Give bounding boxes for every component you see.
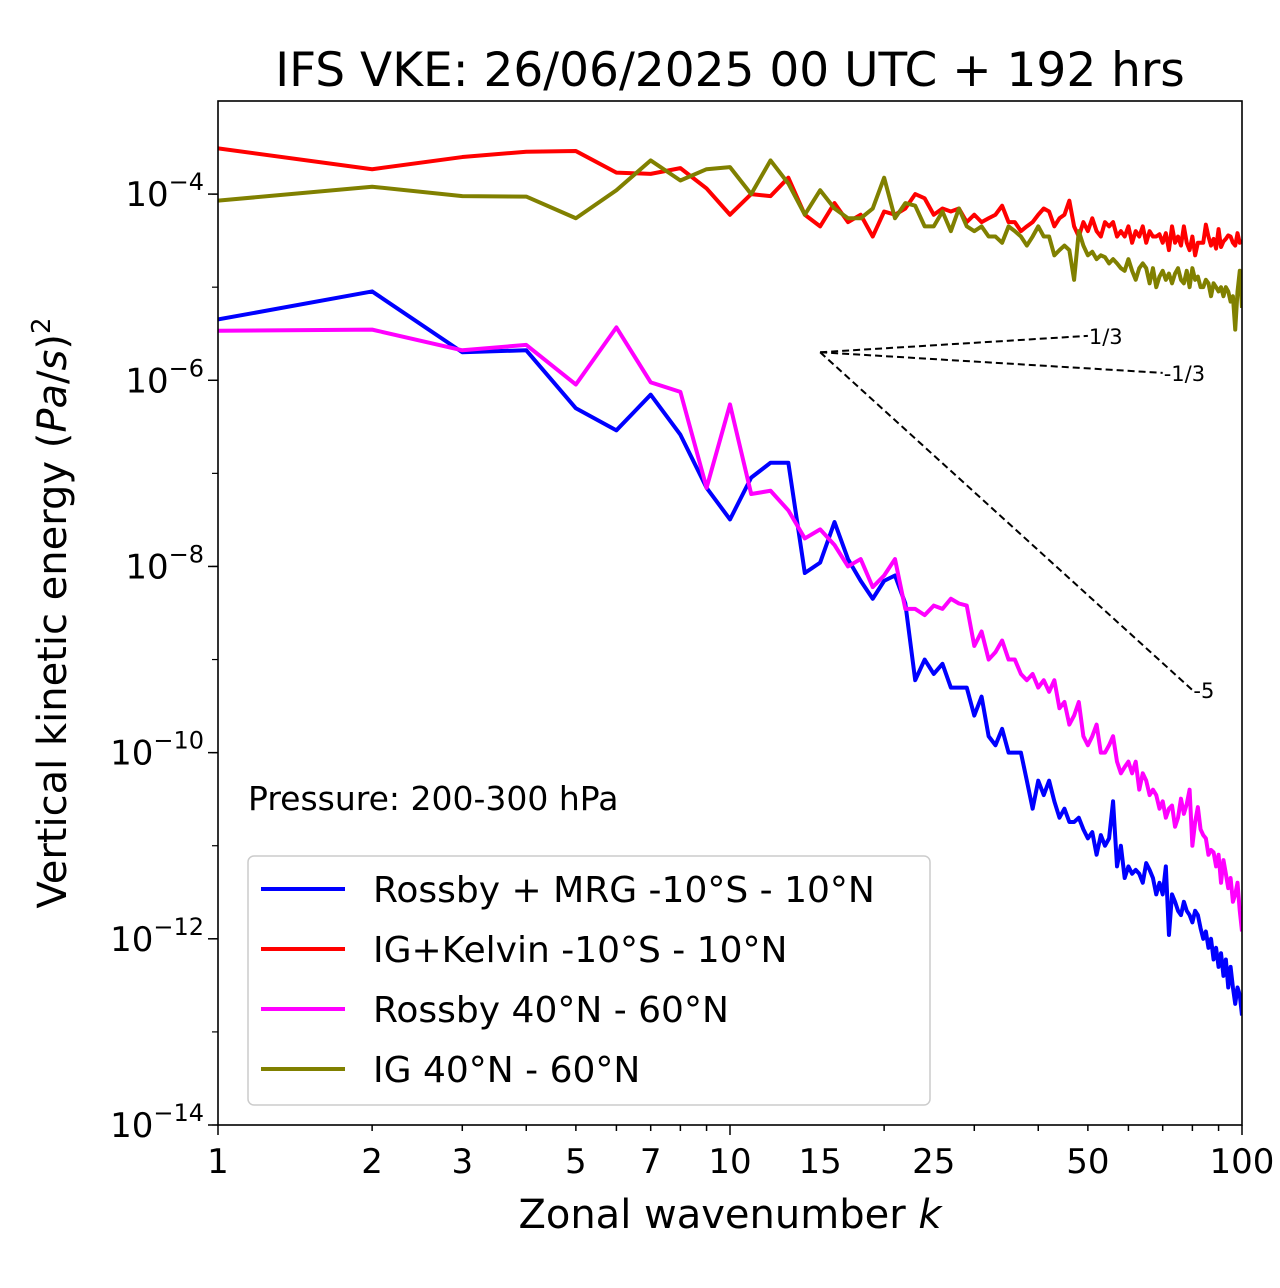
legend-label-0: Rossby + MRG -10°S - 10°N — [373, 870, 875, 911]
x-tick-label: 10 — [708, 1142, 751, 1182]
reference-slopes: 1/3 -1/3 -5 — [819, 325, 1214, 703]
slope-label-0: 1/3 — [1089, 325, 1123, 349]
series-line-3 — [218, 158, 1242, 332]
legend-label-2: Rossby 40°N - 60°N — [373, 990, 729, 1031]
legend-label-3: IG 40°N - 60°N — [373, 1050, 640, 1091]
x-tick-label: 3 — [451, 1142, 473, 1182]
x-tick-label: 15 — [799, 1142, 842, 1182]
x-tick-label: 7 — [640, 1142, 662, 1182]
y-tick-label: 10−8 — [125, 540, 204, 587]
chart-title: IFS VKE: 26/06/2025 00 UTC + 192 hrs — [275, 43, 1185, 98]
x-tick-label: 5 — [565, 1142, 587, 1182]
x-axis-label: Zonal wavenumber k — [518, 1192, 943, 1238]
y-tick-label: 10−14 — [110, 1099, 204, 1146]
x-tick-label: 2 — [361, 1142, 383, 1182]
series-line-1 — [218, 146, 1242, 258]
x-tick-label: 1 — [207, 1142, 229, 1182]
slope-label-1: -1/3 — [1164, 362, 1205, 386]
x-tick-label: 100 — [1210, 1142, 1275, 1182]
y-tick-label: 10−10 — [110, 727, 204, 774]
y-tick-label: 10−4 — [125, 168, 204, 215]
y-tick-label: 10−6 — [125, 354, 204, 401]
legend-box — [247, 855, 931, 1106]
legend-label-1: IG+Kelvin -10°S - 10°N — [373, 930, 787, 971]
plot-area: 1/3 -1/3 -5 — [217, 100, 1243, 1126]
y-axis-ticks: 10−14 10−12 10−10 10−8 10−6 10−4 — [110, 168, 218, 1146]
legend: Rossby + MRG -10°S - 10°N IG+Kelvin -10°S… — [247, 855, 931, 1106]
x-tick-label: 25 — [912, 1142, 955, 1182]
x-axis-ticks: 1 2 3 5 7 10 15 25 50 100 — [207, 1125, 1274, 1182]
slope-label-2: -5 — [1193, 679, 1214, 703]
x-tick-label: 50 — [1066, 1142, 1109, 1182]
y-axis-label: Vertical kinetic energy (Pa/s)2 — [27, 317, 76, 908]
series-layer — [218, 146, 1242, 1016]
slope-line-2 — [819, 351, 1194, 691]
slope-line-1 — [820, 351, 1163, 374]
series-line-2 — [218, 325, 1242, 932]
pressure-annotation: Pressure: 200-300 hPa — [248, 779, 618, 818]
series-line-0 — [218, 289, 1242, 1016]
y-tick-label: 10−12 — [110, 913, 204, 960]
slope-line-0 — [820, 334, 1088, 354]
